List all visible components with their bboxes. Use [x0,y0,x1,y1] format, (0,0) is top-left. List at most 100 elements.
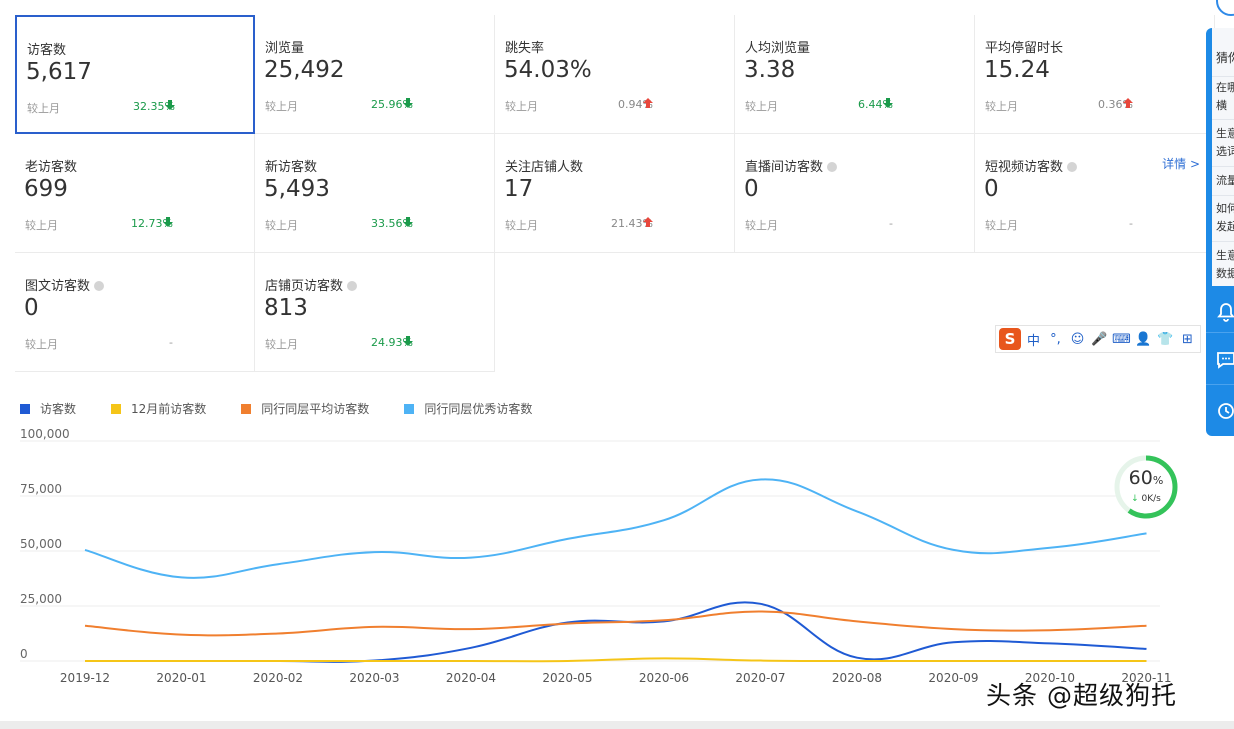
y-tick-label: 75,000 [20,482,62,496]
ime-keyboard-icon[interactable]: ⌨ [1112,331,1131,347]
sogou-logo-icon[interactable]: S [999,328,1021,350]
divider [1212,166,1234,167]
arrow-up-icon [1123,98,1133,108]
floating-avatar-edge[interactable] [1216,0,1234,16]
network-speed-widget[interactable]: 60% ↓ 0K/s [1114,455,1178,519]
metric-title: 老访客数 [25,156,77,175]
x-tick-label: 2020-08 [832,671,882,685]
legend-item[interactable]: 访客数 [20,400,76,417]
metric-title-text: 直播间访客数 [745,160,824,175]
metric-change: 24.93% [371,336,413,349]
side-helper-item[interactable]: 生意 [1216,249,1234,262]
legend-item[interactable]: 同行同层优秀访客数 [404,400,532,417]
side-helper-item[interactable]: 选词 [1216,145,1234,158]
legend-label: 访客数 [40,402,77,416]
clock-icon[interactable] [1214,398,1234,422]
x-tick-label: 2020-06 [639,671,689,685]
metric-change: - [889,217,893,230]
arrow-down-icon [403,336,413,346]
series-line-2[interactable] [84,610,1147,637]
metric-compare-label: 较上月 [745,100,778,113]
ime-emoji-icon[interactable]: ☺ [1070,331,1085,347]
metric-change: 32.35% [133,100,175,113]
side-helper-item[interactable]: 在哪 [1216,81,1234,94]
metric-card[interactable]: 人均浏览量 3.38 较上月 6.44% [735,15,975,134]
help-icon[interactable] [94,281,105,291]
metric-compare-label: 较上月 [25,338,58,351]
metric-card[interactable]: 关注店铺人数 17 较上月 21.43% [495,134,735,253]
side-helper-item[interactable]: 发起 [1216,220,1234,233]
legend-swatch [20,403,30,414]
metric-card[interactable]: 跳失率 54.03% 较上月 0.94% [495,15,735,134]
ime-user-icon[interactable]: 👤 [1135,331,1152,347]
speed-rate-value: 0K/s [1141,494,1161,504]
metric-change: 12.73% [131,217,173,230]
arrow-down-icon [163,217,173,227]
side-helper-item[interactable]: 生意 [1216,127,1234,140]
metric-change: 0.36% [1098,98,1133,111]
legend-label: 12月前访客数 [131,402,207,416]
x-tick-label: 2020-10 [1025,671,1075,685]
metric-title-text: 短视频访客数 [985,160,1064,175]
help-icon[interactable] [827,162,838,172]
metric-value: 699 [24,176,68,202]
metric-change: 25.96% [371,98,413,111]
legend-item[interactable]: 同行同层平均访客数 [241,400,369,417]
metric-card[interactable]: 访客数 5,617 较上月 32.35% [15,15,255,134]
metric-card[interactable]: 新访客数 5,493 较上月 33.56% [255,134,495,253]
metric-value: 5,617 [26,59,92,85]
series-line-3[interactable] [84,478,1147,579]
divider [1212,195,1234,196]
metric-card[interactable]: 图文访客数 0 较上月 - [15,253,255,372]
legend-item[interactable]: 12月前访客数 [111,400,206,417]
side-helper-item[interactable]: 如何 [1216,202,1234,215]
visitor-trend-chart: 100,000 75,000 50,000 25,000 0 2019-12 2020-01… [20,427,1172,685]
metric-title-text: 店铺页访客数 [265,279,344,294]
metric-value: 3.38 [744,57,796,83]
metric-card[interactable]: 短视频访客数 0 较上月 - 详情 > [975,134,1215,253]
x-tick-label: 2020-01 [156,671,206,685]
ime-punct-icon[interactable]: °, [1050,331,1061,347]
legend-swatch [404,403,415,414]
divider [1206,332,1234,333]
legend-swatch [111,403,122,414]
ime-skin-icon[interactable]: 👕 [1157,331,1174,347]
x-tick-label: 2020-03 [349,671,399,685]
ime-voice-icon[interactable]: 🎤 [1091,331,1108,347]
x-tick-label: 2020-09 [928,671,978,685]
metric-compare-label: 较上月 [505,219,538,232]
ime-lang-icon[interactable]: 中 [1026,333,1040,349]
metric-compare-label: 较上月 [505,100,538,113]
y-tick-label: 50,000 [20,537,62,551]
bell-icon[interactable] [1214,300,1234,324]
divider [1212,241,1234,242]
metric-card[interactable]: 老访客数 699 较上月 12.73% [15,134,255,253]
series-line-0[interactable] [85,601,1147,663]
ime-toolbox-icon[interactable]: ⊞ [1182,331,1193,347]
help-icon[interactable] [1067,162,1078,172]
metric-compare-label: 较上月 [265,219,298,232]
speed-rate: ↓ 0K/s [1114,494,1178,504]
side-helper-panel[interactable]: 猜你 在哪 横 生意 选词 流量 如何 发起 生意 数据 [1206,28,1234,436]
ime-toolbar[interactable]: S 中 °, ☺ 🎤 ⌨ 👤 👕 ⊞ [995,325,1201,353]
side-helper-item[interactable]: 数据 [1216,267,1234,280]
metric-change: 6.44% [858,98,893,111]
x-tick-label: 2020-02 [253,671,303,685]
metric-card[interactable]: 店铺页访客数 813 较上月 24.93% [255,253,495,372]
chart-legend: 访客数 12月前访客数 同行同层平均访客数 同行同层优秀访客数 [20,400,567,417]
arrow-down-icon [403,98,413,108]
speed-ring [1114,455,1178,519]
chat-icon[interactable] [1214,348,1234,372]
metric-compare-label: 较上月 [985,100,1018,113]
help-icon[interactable] [347,281,358,291]
detail-link[interactable]: 详情 > [1162,157,1200,171]
side-helper-item[interactable]: 流量 [1216,174,1234,187]
metric-card[interactable]: 直播间访客数 0 较上月 - [735,134,975,253]
arrow-up-icon [643,217,653,227]
x-tick-label: 2020-11 [1121,671,1171,685]
side-helper-item[interactable]: 横 [1216,99,1227,112]
series-line-1[interactable] [85,657,1147,663]
metric-card[interactable]: 浏览量 25,492 较上月 25.96% [255,15,495,134]
metric-card[interactable]: 平均停留时长 15.24 较上月 0.36% [975,15,1215,134]
y-tick-label: 100,000 [20,427,70,441]
